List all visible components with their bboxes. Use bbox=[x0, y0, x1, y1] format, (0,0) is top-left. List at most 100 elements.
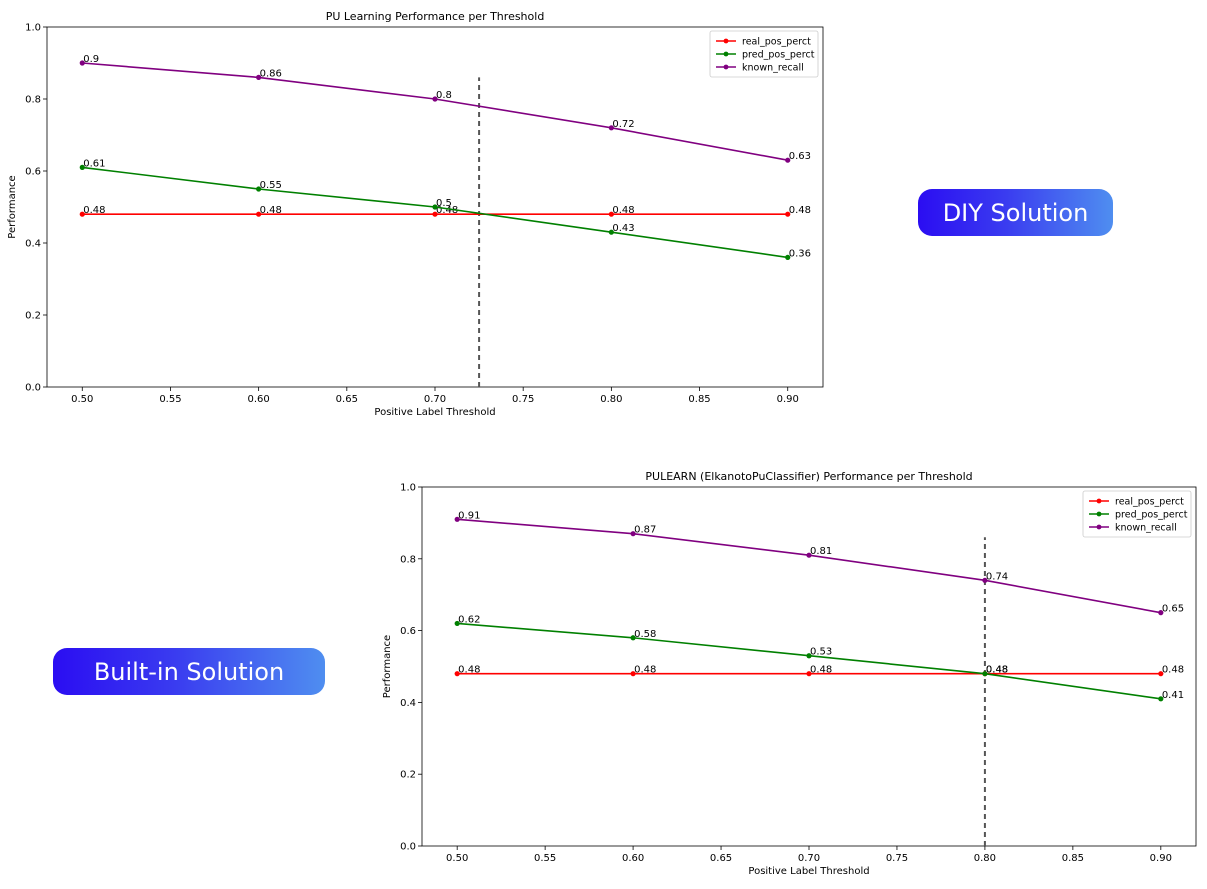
chart2-x-tick-label: 0.55 bbox=[534, 853, 556, 864]
chart1-legend-marker-known_recall bbox=[723, 64, 729, 70]
chart1-data-label: 0.43 bbox=[612, 223, 634, 234]
chart2-point-pred_pos_perct bbox=[806, 653, 812, 659]
chart2-y-tick-label: 0.4 bbox=[400, 698, 416, 709]
chart1-point-real_pos_perct bbox=[608, 211, 614, 217]
chart2-y-axis-label: Performance bbox=[382, 635, 393, 698]
chart1-legend-marker-pred_pos_perct bbox=[723, 51, 729, 57]
chart2-data-label: 0.48 bbox=[986, 665, 1008, 676]
chart2-data-label: 0.58 bbox=[634, 629, 656, 640]
chart1-legend-marker-real_pos_perct bbox=[723, 38, 729, 44]
chart2-legend-label: pred_pos_perct bbox=[1115, 510, 1188, 521]
chart1-point-pred_pos_perct bbox=[79, 164, 85, 170]
chart1-data-label: 0.9 bbox=[83, 54, 99, 65]
chart1-point-pred_pos_perct bbox=[785, 254, 791, 260]
chart1-point-known_recall bbox=[79, 60, 85, 66]
chart2-data-label: 0.48 bbox=[810, 665, 832, 676]
chart1-point-real_pos_perct bbox=[256, 211, 262, 217]
chart1-point-pred_pos_perct bbox=[256, 186, 262, 192]
chart1-y-tick-label: 1.0 bbox=[25, 23, 41, 34]
chart2-point-real_pos_perct bbox=[806, 671, 812, 677]
chart1-x-tick-label: 0.75 bbox=[512, 394, 534, 405]
chart2-legend-label: known_recall bbox=[1115, 523, 1177, 534]
chart2-legend-label: real_pos_perct bbox=[1115, 497, 1184, 508]
chart2-x-tick-label: 0.65 bbox=[710, 853, 732, 864]
chart2-x-tick-label: 0.80 bbox=[974, 853, 996, 864]
chart2-data-label: 0.81 bbox=[810, 546, 832, 557]
chart2-x-tick-label: 0.60 bbox=[622, 853, 644, 864]
chart1-data-label: 0.48 bbox=[83, 205, 105, 216]
chart2-data-label: 0.48 bbox=[634, 665, 656, 676]
chart2-point-real_pos_perct bbox=[1158, 671, 1164, 677]
chart1-point-known_recall bbox=[256, 74, 262, 80]
chart1-data-label: 0.48 bbox=[789, 205, 811, 216]
chart1-data-label: 0.72 bbox=[612, 119, 634, 130]
chart2-x-tick-label: 0.70 bbox=[798, 853, 820, 864]
chart1-y-tick-label: 0.0 bbox=[25, 383, 41, 394]
chart2-legend-marker-pred_pos_perct bbox=[1096, 511, 1102, 517]
chart1-point-known_recall bbox=[608, 125, 614, 131]
chart1-y-tick-label: 0.6 bbox=[25, 167, 41, 178]
chart1-x-tick-label: 0.70 bbox=[424, 394, 446, 405]
chart1-data-label: 0.48 bbox=[260, 205, 282, 216]
chart1-x-tick-label: 0.80 bbox=[600, 394, 622, 405]
chart1-y-tick-label: 0.8 bbox=[25, 95, 41, 106]
chart1-title: PU Learning Performance per Threshold bbox=[326, 10, 545, 23]
chart1-point-real_pos_perct bbox=[79, 211, 85, 217]
chart1-legend-label: real_pos_perct bbox=[742, 37, 811, 48]
chart1-data-label: 0.55 bbox=[260, 180, 282, 191]
chart2-point-real_pos_perct bbox=[454, 671, 460, 677]
chart1-data-label: 0.61 bbox=[83, 158, 105, 169]
chart1-point-real_pos_perct bbox=[785, 211, 791, 217]
chart-builtin: PULEARN (ElkanotoPuClassifier) Performan… bbox=[382, 470, 1197, 877]
chart1-x-tick-label: 0.50 bbox=[71, 394, 93, 405]
chart1-legend-label: pred_pos_perct bbox=[742, 50, 815, 61]
chart1-data-label: 0.36 bbox=[789, 248, 811, 259]
chart1-line-known_recall bbox=[82, 62, 788, 161]
chart2-data-label: 0.87 bbox=[634, 525, 656, 536]
chart-diy: PU Learning Performance per Threshold 0.5… bbox=[7, 10, 824, 418]
chart2-y-tick-label: 1.0 bbox=[400, 483, 416, 494]
chart2-legend bbox=[1082, 490, 1192, 538]
chart2-line-pred_pos_perct bbox=[457, 622, 1161, 700]
chart2-x-tick-label: 0.50 bbox=[446, 853, 468, 864]
chart2-data-label: 0.74 bbox=[986, 571, 1008, 582]
chart1-point-pred_pos_perct bbox=[432, 204, 438, 210]
chart1-x-tick-label: 0.60 bbox=[248, 394, 270, 405]
chart1-data-label: 0.48 bbox=[612, 205, 634, 216]
diy-solution-badge: DIY Solution bbox=[918, 189, 1113, 236]
chart1-x-axis-label: Positive Label Threshold bbox=[374, 407, 495, 418]
chart1-data-label: 0.5 bbox=[436, 198, 452, 209]
chart1-point-known_recall bbox=[785, 157, 791, 163]
chart1-point-known_recall bbox=[432, 96, 438, 102]
chart1-data-label: 0.86 bbox=[260, 68, 282, 79]
chart1-data-label: 0.48 bbox=[436, 205, 458, 216]
chart2-data-label: 0.41 bbox=[1162, 690, 1184, 701]
chart2-y-tick-label: 0.8 bbox=[400, 554, 416, 565]
chart2-point-known_recall bbox=[806, 552, 812, 558]
chart2-point-pred_pos_perct bbox=[630, 635, 636, 641]
chart2-data-label: 0.65 bbox=[1162, 604, 1184, 615]
chart2-x-tick-label: 0.85 bbox=[1062, 853, 1084, 864]
chart2-point-pred_pos_perct bbox=[454, 620, 460, 627]
chart1-point-pred_pos_perct bbox=[608, 229, 614, 235]
chart1-y-tick-label: 0.4 bbox=[25, 239, 41, 250]
chart2-data-label: 0.53 bbox=[810, 647, 832, 658]
chart2-data-label: 0.91 bbox=[458, 510, 480, 521]
chart2-title: PULEARN (ElkanotoPuClassifier) Performan… bbox=[645, 470, 972, 483]
chart2-y-tick-label: 0.2 bbox=[400, 770, 416, 781]
chart1-x-tick-label: 0.55 bbox=[159, 394, 181, 405]
chart1-legend-label: known_recall bbox=[742, 63, 804, 74]
chart2-line-known_recall bbox=[457, 518, 1161, 614]
chart2-point-known_recall bbox=[1158, 610, 1164, 616]
chart2-x-tick-label: 0.75 bbox=[886, 853, 908, 864]
chart2-y-tick-label: 0.6 bbox=[400, 626, 416, 637]
chart1-y-axis-label: Performance bbox=[7, 175, 18, 238]
chart1-y-tick-label: 0.2 bbox=[25, 311, 41, 322]
builtin-solution-badge: Built-in Solution bbox=[53, 648, 325, 695]
chart2-point-known_recall bbox=[454, 516, 460, 522]
chart1-data-label: 0.63 bbox=[789, 151, 811, 162]
chart2-point-known_recall bbox=[630, 531, 636, 537]
chart2-point-pred_pos_perct bbox=[1158, 696, 1164, 702]
chart1-data-label: 0.8 bbox=[436, 90, 452, 101]
chart2-legend-marker-real_pos_perct bbox=[1096, 498, 1102, 504]
